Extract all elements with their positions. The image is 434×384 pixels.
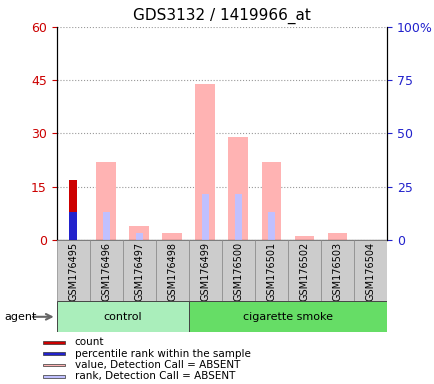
Bar	[43, 341, 65, 344]
Bar	[294, 237, 314, 240]
Bar	[102, 212, 109, 240]
Bar	[89, 240, 122, 301]
Bar	[228, 137, 248, 240]
Bar	[135, 233, 142, 240]
Text: percentile rank within the sample: percentile rank within the sample	[75, 349, 250, 359]
Bar	[96, 162, 116, 240]
Text: GSM176496: GSM176496	[101, 242, 111, 301]
Bar	[261, 162, 281, 240]
Text: GSM176498: GSM176498	[167, 242, 177, 301]
Bar	[129, 226, 149, 240]
Bar	[221, 240, 254, 301]
Bar	[155, 240, 188, 301]
Bar	[234, 194, 241, 240]
Text: control: control	[103, 312, 141, 322]
Bar	[267, 212, 274, 240]
Text: GSM176495: GSM176495	[68, 242, 78, 301]
Bar	[69, 212, 76, 240]
Text: GSM176501: GSM176501	[266, 242, 276, 301]
Bar	[188, 301, 386, 332]
Text: cigarette smoke: cigarette smoke	[243, 312, 332, 322]
Bar	[327, 233, 347, 240]
Bar	[353, 240, 386, 301]
Text: GSM176499: GSM176499	[200, 242, 210, 301]
Bar	[287, 240, 320, 301]
Bar	[188, 240, 221, 301]
Bar	[122, 240, 155, 301]
Bar	[254, 240, 287, 301]
Text: GSM176502: GSM176502	[299, 242, 309, 301]
Text: GSM176497: GSM176497	[134, 242, 144, 301]
Bar	[195, 84, 215, 240]
Text: GSM176504: GSM176504	[365, 242, 375, 301]
Bar	[69, 180, 76, 240]
Text: value, Detection Call = ABSENT: value, Detection Call = ABSENT	[75, 360, 240, 370]
Bar	[320, 240, 353, 301]
Bar	[43, 375, 65, 378]
Bar	[43, 353, 65, 355]
Bar	[162, 233, 182, 240]
Text: rank, Detection Call = ABSENT: rank, Detection Call = ABSENT	[75, 371, 235, 381]
Text: GSM176500: GSM176500	[233, 242, 243, 301]
Text: agent: agent	[4, 312, 36, 322]
Text: count: count	[75, 337, 104, 347]
Title: GDS3132 / 1419966_at: GDS3132 / 1419966_at	[133, 8, 310, 24]
Bar	[201, 194, 208, 240]
Bar	[56, 301, 188, 332]
Text: GSM176503: GSM176503	[332, 242, 342, 301]
Bar	[43, 364, 65, 366]
Bar	[56, 240, 89, 301]
